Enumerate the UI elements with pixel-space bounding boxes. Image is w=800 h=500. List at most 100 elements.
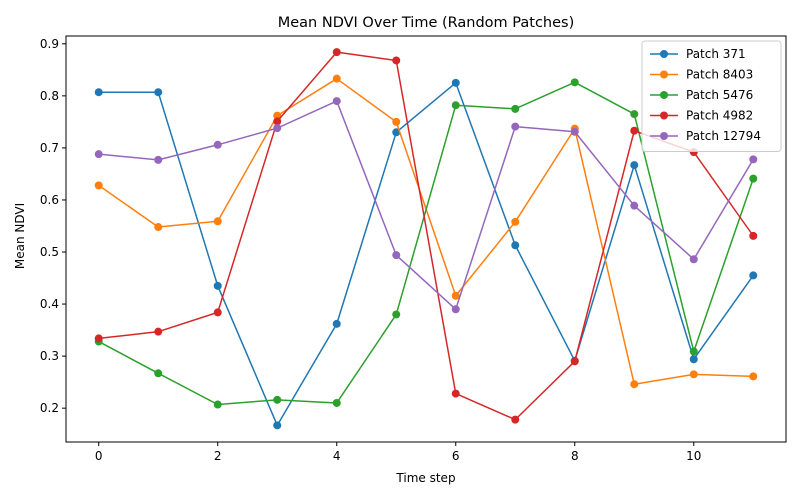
data-point — [630, 380, 639, 389]
legend-marker — [660, 91, 668, 99]
legend-label: Patch 5476 — [686, 88, 753, 102]
data-point — [570, 357, 579, 366]
data-point — [273, 117, 282, 126]
y-tick-label: 0.7 — [40, 141, 59, 155]
data-point — [392, 117, 401, 126]
y-tick-label: 0.6 — [40, 193, 59, 207]
data-point — [213, 217, 222, 226]
data-point — [689, 370, 698, 379]
legend-box — [641, 40, 782, 152]
data-point — [749, 231, 758, 240]
legend-item: Patch 12794 — [650, 129, 761, 143]
y-tick-label: 0.5 — [40, 245, 59, 259]
data-point — [154, 155, 163, 164]
chart-title: Mean NDVI Over Time (Random Patches) — [278, 15, 575, 31]
data-point — [392, 128, 401, 137]
data-point — [332, 97, 341, 106]
data-point — [154, 223, 163, 232]
legend-label: Patch 4982 — [686, 109, 753, 123]
data-point — [749, 174, 758, 183]
data-point — [392, 56, 401, 65]
data-point — [213, 281, 222, 290]
plot-frame — [65, 35, 787, 443]
data-point — [332, 319, 341, 328]
data-point — [689, 355, 698, 364]
legend: Patch 371 Patch 8403 Patch 5476 Patch 4982 P… — [641, 40, 782, 152]
data-point — [630, 126, 639, 135]
series-line — [98, 100, 754, 311]
x-tick-label: 4 — [333, 449, 341, 463]
data-point — [154, 88, 163, 97]
y-axis-ticks: 0.2 0.3 0.4 0.5 0.6 0.7 0.8 0.9 — [40, 37, 66, 415]
data-point — [154, 369, 163, 378]
series-line — [98, 81, 754, 406]
x-axis-label: Time step — [395, 471, 455, 485]
data-point — [630, 201, 639, 210]
x-axis-ticks: 0 2 4 6 8 10 — [95, 442, 701, 463]
data-point — [749, 372, 758, 381]
data-point — [332, 48, 341, 57]
data-point — [94, 181, 103, 190]
data-point — [749, 155, 758, 164]
data-point — [511, 122, 520, 131]
data-point — [94, 334, 103, 343]
data-point — [451, 305, 460, 314]
data-point — [392, 310, 401, 319]
y-axis-label: Mean NDVI — [13, 203, 27, 269]
y-tick-label: 0.8 — [40, 89, 59, 103]
legend-label: Patch 8403 — [686, 68, 753, 82]
legend-marker — [660, 111, 668, 120]
x-tick-label: 0 — [95, 449, 103, 463]
legend-label: Patch 371 — [686, 47, 746, 61]
data-point — [689, 347, 698, 356]
series-0 — [94, 78, 758, 430]
legend-item: Patch 5476 — [650, 88, 753, 102]
data-point — [511, 415, 520, 424]
data-point — [570, 78, 579, 87]
data-point — [511, 241, 520, 250]
data-point — [451, 389, 460, 398]
legend-marker — [660, 70, 668, 79]
data-point — [570, 127, 579, 136]
series-4 — [94, 97, 758, 314]
data-point — [451, 291, 460, 300]
x-tick-label: 8 — [571, 449, 579, 463]
data-point — [451, 78, 460, 87]
data-point — [213, 400, 222, 409]
data-point — [511, 104, 520, 113]
data-point — [630, 161, 639, 170]
data-point — [94, 150, 103, 159]
x-tick-label: 10 — [686, 449, 701, 463]
data-point — [689, 255, 698, 264]
y-tick-label: 0.3 — [40, 349, 59, 363]
data-point — [213, 308, 222, 317]
data-point — [273, 111, 282, 120]
legend-marker — [660, 132, 668, 140]
data-point — [630, 110, 639, 119]
data-point — [749, 271, 758, 280]
series-2 — [94, 78, 758, 409]
legend-label: Patch 12794 — [686, 129, 761, 143]
data-point — [273, 395, 282, 404]
legend-item: Patch 371 — [650, 47, 746, 61]
legend-marker — [660, 50, 668, 58]
data-point — [332, 398, 341, 407]
x-tick-label: 6 — [452, 449, 460, 463]
data-point — [332, 74, 341, 83]
y-tick-label: 0.9 — [40, 37, 59, 51]
data-point — [451, 101, 460, 110]
x-tick-label: 2 — [214, 449, 222, 463]
data-point — [392, 251, 401, 260]
series-line — [98, 82, 754, 427]
data-point — [154, 327, 163, 336]
data-point — [273, 124, 282, 133]
y-tick-label: 0.2 — [40, 401, 59, 415]
y-tick-label: 0.4 — [40, 297, 59, 311]
legend-item: Patch 8403 — [650, 68, 753, 82]
data-point — [94, 88, 103, 97]
data-point — [511, 217, 520, 226]
legend-item: Patch 4982 — [650, 109, 753, 123]
data-point — [273, 421, 282, 430]
data-point — [213, 140, 222, 149]
